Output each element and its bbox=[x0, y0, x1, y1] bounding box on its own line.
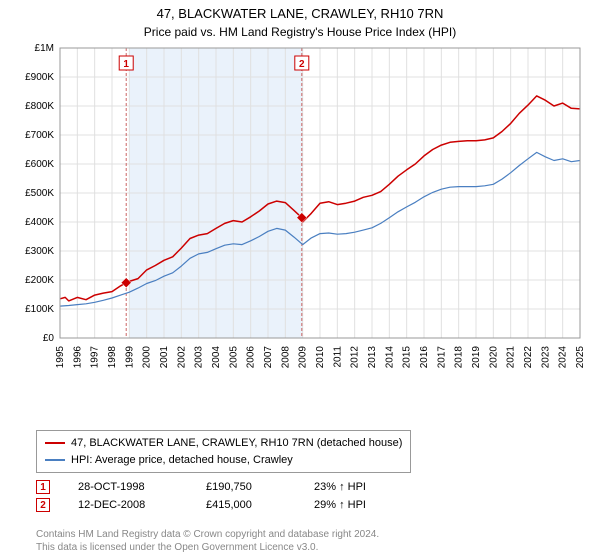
svg-text:£100K: £100K bbox=[25, 304, 54, 315]
svg-text:£1M: £1M bbox=[35, 43, 54, 54]
svg-text:2005: 2005 bbox=[228, 346, 239, 369]
sale-date: 28-OCT-1998 bbox=[78, 481, 178, 493]
svg-text:2019: 2019 bbox=[471, 346, 482, 369]
svg-text:2024: 2024 bbox=[558, 346, 569, 369]
chart-svg: £0£100K£200K£300K£400K£500K£600K£700K£80… bbox=[60, 48, 580, 378]
svg-text:2010: 2010 bbox=[315, 346, 326, 369]
svg-text:£900K: £900K bbox=[25, 72, 54, 83]
svg-text:2016: 2016 bbox=[419, 346, 430, 369]
sale-row: 1 28-OCT-1998 £190,750 23% ↑ HPI bbox=[36, 478, 394, 496]
sale-price: £415,000 bbox=[206, 499, 286, 511]
svg-text:1999: 1999 bbox=[124, 346, 135, 369]
svg-text:1996: 1996 bbox=[72, 346, 83, 369]
svg-text:2013: 2013 bbox=[367, 346, 378, 369]
sale-pct: 29% ↑ HPI bbox=[314, 499, 394, 511]
footer-line-2: This data is licensed under the Open Gov… bbox=[36, 541, 379, 554]
sales-table: 1 28-OCT-1998 £190,750 23% ↑ HPI 2 12-DEC-200… bbox=[36, 478, 394, 514]
svg-text:£400K: £400K bbox=[25, 217, 54, 228]
svg-text:£300K: £300K bbox=[25, 246, 54, 257]
svg-text:2004: 2004 bbox=[211, 346, 222, 369]
svg-text:2008: 2008 bbox=[280, 346, 291, 369]
sale-price: £190,750 bbox=[206, 481, 286, 493]
svg-text:2: 2 bbox=[299, 59, 305, 70]
sale-pct: 23% ↑ HPI bbox=[314, 481, 394, 493]
svg-text:1998: 1998 bbox=[107, 346, 118, 369]
svg-text:2011: 2011 bbox=[332, 346, 343, 368]
legend-label: 47, BLACKWATER LANE, CRAWLEY, RH10 7RN (… bbox=[71, 435, 402, 452]
legend-item: 47, BLACKWATER LANE, CRAWLEY, RH10 7RN (… bbox=[45, 435, 402, 452]
svg-text:2018: 2018 bbox=[454, 346, 465, 369]
chart-subtitle: Price paid vs. HM Land Registry's House … bbox=[0, 23, 600, 39]
svg-text:£200K: £200K bbox=[25, 275, 54, 286]
chart-plot-area: £0£100K£200K£300K£400K£500K£600K£700K£80… bbox=[60, 48, 580, 378]
sale-marker: 1 bbox=[36, 480, 50, 494]
footer-line-1: Contains HM Land Registry data © Crown c… bbox=[36, 528, 379, 541]
svg-text:2006: 2006 bbox=[246, 346, 257, 369]
legend-label: HPI: Average price, detached house, Craw… bbox=[71, 452, 293, 469]
svg-text:2020: 2020 bbox=[488, 346, 499, 369]
legend-swatch bbox=[45, 459, 65, 461]
svg-text:£0: £0 bbox=[43, 333, 55, 344]
svg-text:2014: 2014 bbox=[384, 346, 395, 369]
svg-text:1995: 1995 bbox=[55, 346, 66, 369]
svg-text:2003: 2003 bbox=[194, 346, 205, 369]
svg-text:2009: 2009 bbox=[298, 346, 309, 369]
svg-text:2025: 2025 bbox=[575, 346, 586, 369]
svg-text:2012: 2012 bbox=[350, 346, 361, 369]
svg-text:£700K: £700K bbox=[25, 130, 54, 141]
chart-legend: 47, BLACKWATER LANE, CRAWLEY, RH10 7RN (… bbox=[36, 430, 411, 473]
sale-marker: 2 bbox=[36, 498, 50, 512]
svg-text:2007: 2007 bbox=[263, 346, 274, 369]
chart-footer: Contains HM Land Registry data © Crown c… bbox=[36, 528, 379, 554]
svg-text:2000: 2000 bbox=[142, 346, 153, 369]
svg-text:2023: 2023 bbox=[540, 346, 551, 369]
svg-text:£800K: £800K bbox=[25, 101, 54, 112]
svg-text:2017: 2017 bbox=[436, 346, 447, 369]
svg-text:2015: 2015 bbox=[402, 346, 413, 369]
sale-date: 12-DEC-2008 bbox=[78, 499, 178, 511]
svg-text:£500K: £500K bbox=[25, 188, 54, 199]
sale-row: 2 12-DEC-2008 £415,000 29% ↑ HPI bbox=[36, 496, 394, 514]
svg-text:2001: 2001 bbox=[159, 346, 170, 369]
svg-text:1997: 1997 bbox=[90, 346, 101, 369]
svg-text:1: 1 bbox=[123, 59, 129, 70]
chart-title: 47, BLACKWATER LANE, CRAWLEY, RH10 7RN bbox=[0, 0, 600, 23]
legend-swatch bbox=[45, 442, 65, 444]
svg-text:2002: 2002 bbox=[176, 346, 187, 369]
legend-item: HPI: Average price, detached house, Craw… bbox=[45, 452, 402, 469]
svg-text:2022: 2022 bbox=[523, 346, 534, 369]
svg-text:2021: 2021 bbox=[506, 346, 517, 369]
svg-text:£600K: £600K bbox=[25, 159, 54, 170]
